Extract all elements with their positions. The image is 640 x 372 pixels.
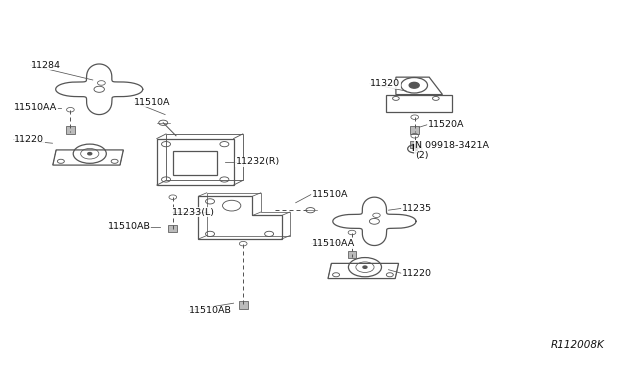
Text: 11510A: 11510A: [312, 190, 348, 199]
Text: 11510AA: 11510AA: [312, 239, 355, 248]
Polygon shape: [348, 251, 356, 258]
Text: 11520A: 11520A: [428, 120, 464, 129]
Text: 11320: 11320: [370, 79, 400, 88]
Circle shape: [363, 266, 367, 268]
Bar: [157, 139, 234, 185]
Polygon shape: [410, 141, 419, 148]
Text: 11510AB: 11510AB: [189, 306, 232, 315]
Text: 11232(R): 11232(R): [236, 157, 280, 166]
Text: 11233(L): 11233(L): [172, 208, 214, 217]
Bar: [386, 94, 452, 112]
Text: 11284: 11284: [31, 61, 61, 70]
Text: 11510AB: 11510AB: [108, 222, 150, 231]
Polygon shape: [239, 301, 248, 309]
Text: 11510A: 11510A: [134, 98, 171, 107]
Text: 11220: 11220: [14, 135, 44, 144]
Polygon shape: [66, 126, 75, 134]
Bar: [173, 151, 218, 175]
Polygon shape: [168, 225, 177, 232]
Text: 11235: 11235: [402, 204, 432, 213]
Text: R112008K: R112008K: [551, 340, 605, 350]
Text: N 09918-3421A
(2): N 09918-3421A (2): [415, 141, 489, 160]
Circle shape: [409, 82, 419, 88]
Text: 11510AA: 11510AA: [14, 103, 58, 112]
Circle shape: [88, 153, 92, 155]
Text: N: N: [412, 144, 418, 153]
Text: 11220: 11220: [402, 269, 432, 278]
Polygon shape: [410, 126, 419, 134]
